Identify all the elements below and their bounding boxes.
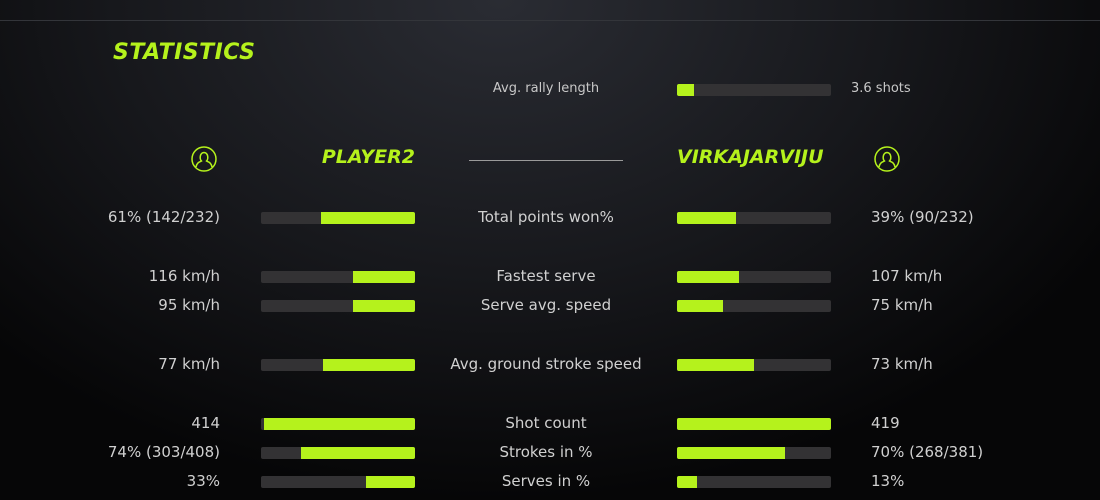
stat-label: Avg. ground stroke speed [450, 355, 642, 373]
stat-right-value: 75 km/h [871, 296, 933, 314]
stat-left-bar-fill [353, 271, 415, 283]
stat-left-bar-fill [264, 418, 415, 430]
stat-label: Strokes in % [499, 443, 593, 461]
stat-label: Fastest serve [496, 267, 596, 285]
stat-right-bar [677, 476, 831, 488]
stat-left-value: 77 km/h [158, 355, 220, 373]
rally-label: Avg. rally length [492, 81, 600, 96]
player-left-name: PLAYER2 [321, 146, 415, 168]
stat-left-bar [261, 271, 415, 283]
user-circle-icon [191, 146, 217, 172]
stat-right-value: 70% (268/381) [871, 443, 984, 461]
stat-label: Total points won% [478, 208, 614, 226]
stat-right-bar [677, 212, 831, 224]
stat-right-bar-fill [677, 359, 754, 371]
stat-right-bar [677, 300, 831, 312]
stat-right-value: 73 km/h [871, 355, 933, 373]
stat-left-bar-fill [322, 359, 415, 371]
stat-left-value: 74% (303/408) [107, 443, 220, 461]
stat-right-bar-fill [677, 476, 698, 488]
stat-right-bar-fill [677, 271, 739, 283]
stat-label: Serves in % [501, 472, 591, 490]
stat-left-bar [261, 476, 415, 488]
stat-left-bar [261, 418, 415, 430]
stat-left-bar-fill [353, 300, 415, 312]
stat-right-bar [677, 359, 831, 371]
stat-left-bar [261, 359, 415, 371]
stat-right-value: 107 km/h [871, 267, 943, 285]
stat-left-value: 116 km/h [148, 267, 220, 285]
header-divider [469, 160, 623, 161]
stat-left-bar-fill [321, 212, 415, 224]
user-circle-icon [874, 146, 900, 172]
stat-left-bar [261, 300, 415, 312]
stat-left-value: 95 km/h [158, 296, 220, 314]
rally-value: 3.6 shots [851, 81, 911, 96]
stat-right-bar-fill [677, 447, 785, 459]
stat-label: Shot count [505, 414, 587, 432]
stat-right-bar [677, 271, 831, 283]
stat-right-bar [677, 418, 831, 430]
stat-left-bar-fill [365, 476, 415, 488]
stat-left-value: 414 [191, 414, 220, 432]
stat-left-bar-fill [301, 447, 415, 459]
stat-right-bar-fill [677, 212, 736, 224]
rally-bar-fill [677, 84, 694, 96]
page-title: STATISTICS [113, 40, 256, 65]
top-divider [0, 20, 1100, 21]
stat-left-bar [261, 447, 415, 459]
stat-right-value: 39% (90/232) [871, 208, 974, 226]
stat-left-value: 33% [186, 472, 220, 490]
stat-right-bar [677, 447, 831, 459]
player-right-name: VIRKAJARVIJU [677, 146, 824, 168]
stat-left-bar [261, 212, 415, 224]
stat-label: Serve avg. speed [480, 296, 612, 314]
stat-right-value: 13% [871, 472, 905, 490]
stat-right-bar-fill [677, 300, 724, 312]
rally-bar [677, 84, 831, 96]
stat-left-value: 61% (142/232) [107, 208, 220, 226]
stat-right-bar-fill [677, 418, 831, 430]
stat-right-value: 419 [871, 414, 900, 432]
